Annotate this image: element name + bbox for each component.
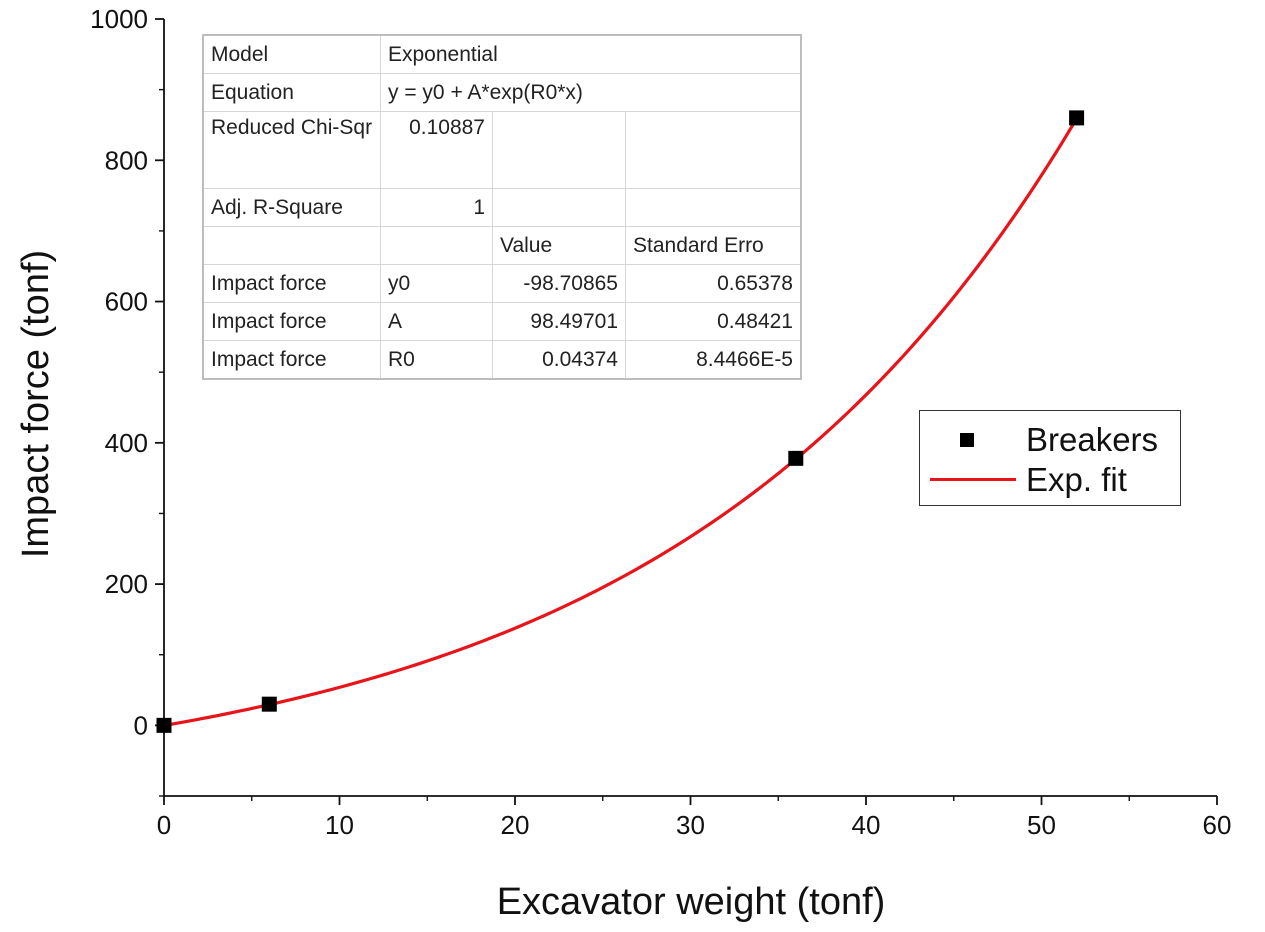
fit-curve-line xyxy=(163,117,1078,728)
param-name-cell: Impact force xyxy=(202,340,381,380)
data-points-layer xyxy=(156,110,1085,733)
param-value-cell: 98.49701 xyxy=(492,302,626,341)
equation-label-cell: Equation xyxy=(202,73,381,112)
fit-results-table: Model Exponential Equation y = y0 + A*ex… xyxy=(202,34,802,380)
param-stderr-cell: 8.4466E-5 xyxy=(625,340,802,380)
empty-cell xyxy=(625,111,802,189)
legend: Breakers Exp. fit xyxy=(919,410,1181,506)
legend-label: Breakers xyxy=(1026,421,1159,458)
empty-cell xyxy=(202,226,381,265)
x-tick-label: 20 xyxy=(501,810,530,840)
square-marker-icon xyxy=(960,433,974,447)
x-tick-label: 10 xyxy=(325,810,354,840)
empty-cell xyxy=(380,226,493,265)
model-label-cell: Model xyxy=(202,34,381,74)
param-stderr-cell: 0.65378 xyxy=(625,264,802,303)
fit-curve-layer xyxy=(163,117,1078,728)
y-axis-label: Impact force (tonf) xyxy=(15,250,57,558)
param-row: Impact force R0 0.04374 8.4466E-5 xyxy=(202,340,802,380)
param-name-cell: Impact force xyxy=(202,302,381,341)
chi-value-cell: 0.10887 xyxy=(380,111,493,189)
y-tick-label: 1000 xyxy=(90,4,148,34)
empty-cell xyxy=(492,188,626,227)
x-tick-label: 30 xyxy=(676,810,705,840)
y-tick-label: 200 xyxy=(105,569,148,599)
param-name-cell: Impact force xyxy=(202,264,381,303)
r2-value-cell: 1 xyxy=(380,188,493,227)
chi-label-cell: Reduced Chi-Sqr xyxy=(202,111,381,189)
x-tick-label: 40 xyxy=(852,810,881,840)
param-stderr-cell: 0.48421 xyxy=(625,302,802,341)
param-symbol-cell: A xyxy=(380,302,493,341)
param-symbol-cell: y0 xyxy=(380,264,493,303)
param-symbol-cell: R0 xyxy=(380,340,493,380)
equation-value-cell: y = y0 + A*exp(R0*x) xyxy=(380,73,802,112)
y-tick-label: 0 xyxy=(134,710,148,740)
legend-label: Exp. fit xyxy=(1026,461,1127,498)
param-value-cell: 0.04374 xyxy=(492,340,626,380)
r2-label-cell: Adj. R-Square xyxy=(202,188,381,227)
y-tick-label: 800 xyxy=(105,145,148,175)
line-swatch-icon xyxy=(930,478,1016,481)
y-tick-label: 600 xyxy=(105,287,148,317)
x-axis-label: Excavator weight (tonf) xyxy=(497,881,886,923)
model-value-cell: Exponential xyxy=(380,34,802,74)
data-point-marker xyxy=(1069,110,1085,126)
legend-entry-exp-fit: Exp. fit xyxy=(920,459,1180,499)
y-tick-label: 400 xyxy=(105,428,148,458)
data-point-marker xyxy=(156,717,172,733)
stderr-header-cell: Standard Erro xyxy=(625,226,802,265)
empty-cell xyxy=(492,111,626,189)
param-value-cell: -98.70865 xyxy=(492,264,626,303)
legend-entry-breakers: Breakers xyxy=(920,419,1180,459)
x-tick-label: 50 xyxy=(1027,810,1056,840)
param-row: Impact force A 98.49701 0.48421 xyxy=(202,302,802,341)
value-header-cell: Value xyxy=(492,226,626,265)
data-point-marker xyxy=(261,696,277,712)
x-tick-label: 0 xyxy=(157,810,171,840)
x-tick-label: 60 xyxy=(1203,810,1232,840)
empty-cell xyxy=(625,188,802,227)
data-point-marker xyxy=(788,450,804,466)
param-row: Impact force y0 -98.70865 0.65378 xyxy=(202,264,802,303)
